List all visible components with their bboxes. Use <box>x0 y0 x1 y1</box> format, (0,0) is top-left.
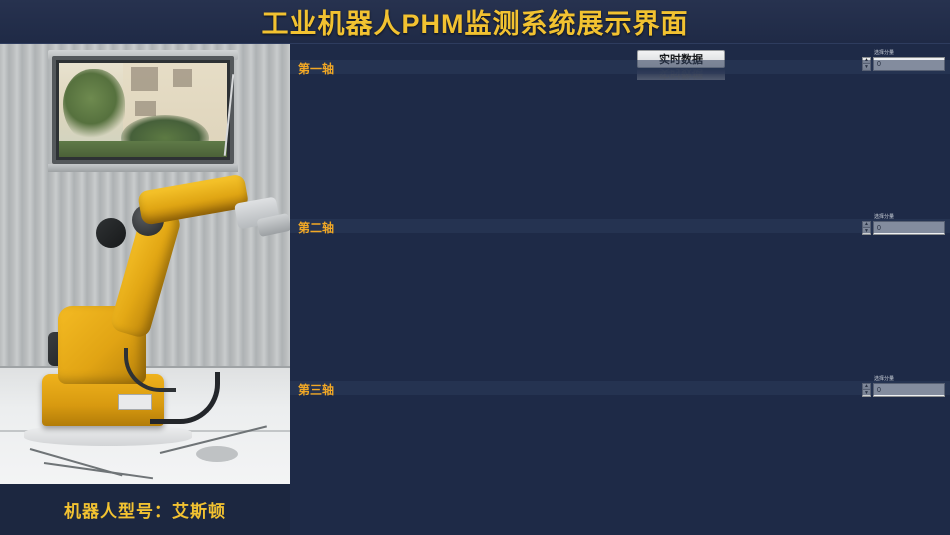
axis-title: 第二轴 <box>298 221 335 235</box>
robot-photo-panel: 机器人型号：艾斯顿 <box>0 44 290 535</box>
window-frame <box>52 56 234 164</box>
window-glass <box>59 63 227 157</box>
app-titlebar: 工业机器人PHM监测系统展示界面 <box>0 0 950 44</box>
robot-photo-image <box>0 44 290 484</box>
window-blind <box>48 50 238 60</box>
robot-model-text: 机器人型号：艾斯顿 <box>64 502 226 521</box>
component-selector-label: 选择分量 <box>874 50 895 56</box>
axis-title: 第三轴 <box>298 383 335 397</box>
axis-title-band <box>290 219 950 233</box>
window-sill <box>48 164 238 172</box>
axis-title: 第一轴 <box>298 62 335 76</box>
axis-title-band <box>290 60 950 74</box>
tree-foliage <box>63 69 125 143</box>
robot-model-bar: 机器人型号：艾斯顿 <box>0 484 290 535</box>
robot-base-plate <box>24 424 192 446</box>
page-title: 工业机器人PHM监测系统展示界面 <box>261 9 689 39</box>
component-selector-label: 选择分量 <box>874 376 895 382</box>
hedge <box>59 141 227 157</box>
component-selector-label: 选择分量 <box>874 214 895 220</box>
axis-title-band <box>290 381 950 395</box>
robot-cable-hose <box>124 348 176 392</box>
robot-nameplate <box>118 394 152 410</box>
floor-anchor <box>196 446 238 462</box>
robot-shoulder-joint <box>96 218 126 248</box>
